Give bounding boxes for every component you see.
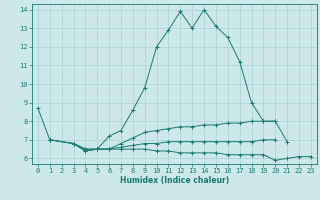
X-axis label: Humidex (Indice chaleur): Humidex (Indice chaleur)	[120, 176, 229, 185]
